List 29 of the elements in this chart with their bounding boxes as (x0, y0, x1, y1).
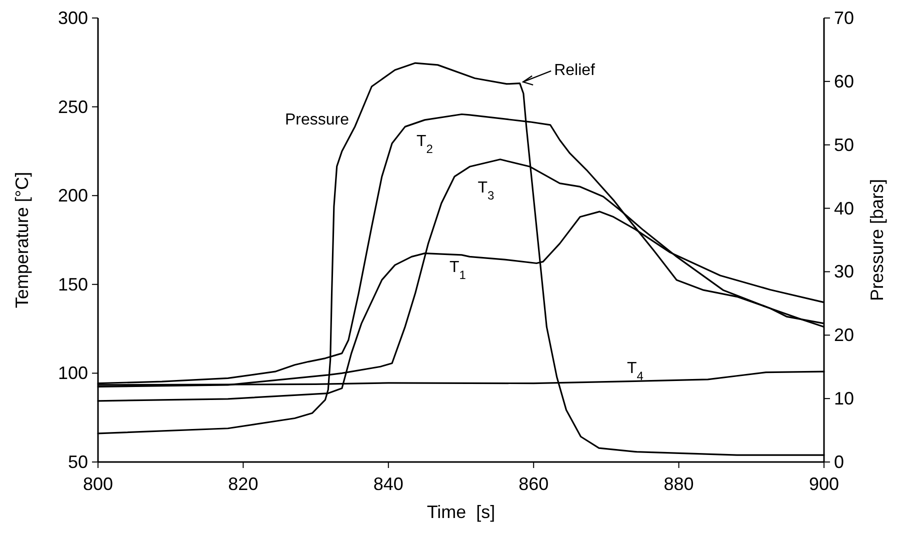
series-label: Pressure (284, 111, 350, 128)
y2-axis-title: Pressure [bars] (867, 178, 887, 302)
y-tick-label: 150 (58, 274, 88, 294)
series-label: T$_{2}$ (416, 132, 434, 156)
series-label: T$_{3}$ (478, 180, 494, 203)
x-tick-label: 860 (518, 474, 549, 494)
x-tick-label: 900 (808, 474, 840, 494)
y2-tick-label: 50 (834, 134, 854, 155)
y-tick-label: 300 (58, 8, 88, 28)
y-tick-label: 250 (58, 96, 88, 117)
y2-tick-label: 70 (834, 8, 854, 28)
y2-tick-label: 60 (834, 71, 854, 92)
x-axis-title: Time [s] (426, 502, 496, 522)
annotation: Relief (554, 62, 596, 79)
y-axis-title: Temperature [°C] (12, 172, 32, 308)
y2-tick-label: 30 (834, 262, 854, 282)
y-tick-label: 100 (58, 363, 88, 384)
y2-tick-label: 10 (834, 388, 854, 409)
x-tick-label: 880 (664, 474, 694, 494)
x-tick-label: 820 (228, 474, 258, 494)
series-label: T$_{4}$ (627, 360, 644, 384)
x-tick-label: 840 (373, 474, 404, 494)
y2-tick-label: 0 (834, 452, 844, 472)
y2-tick-label: 40 (834, 198, 854, 218)
y-tick-label: 200 (58, 186, 88, 206)
series-label: T$_{1}$ (449, 258, 466, 282)
x-tick-label: 800 (82, 474, 114, 494)
y-tick-label: 50 (68, 452, 88, 472)
y2-tick-label: 20 (834, 325, 854, 346)
